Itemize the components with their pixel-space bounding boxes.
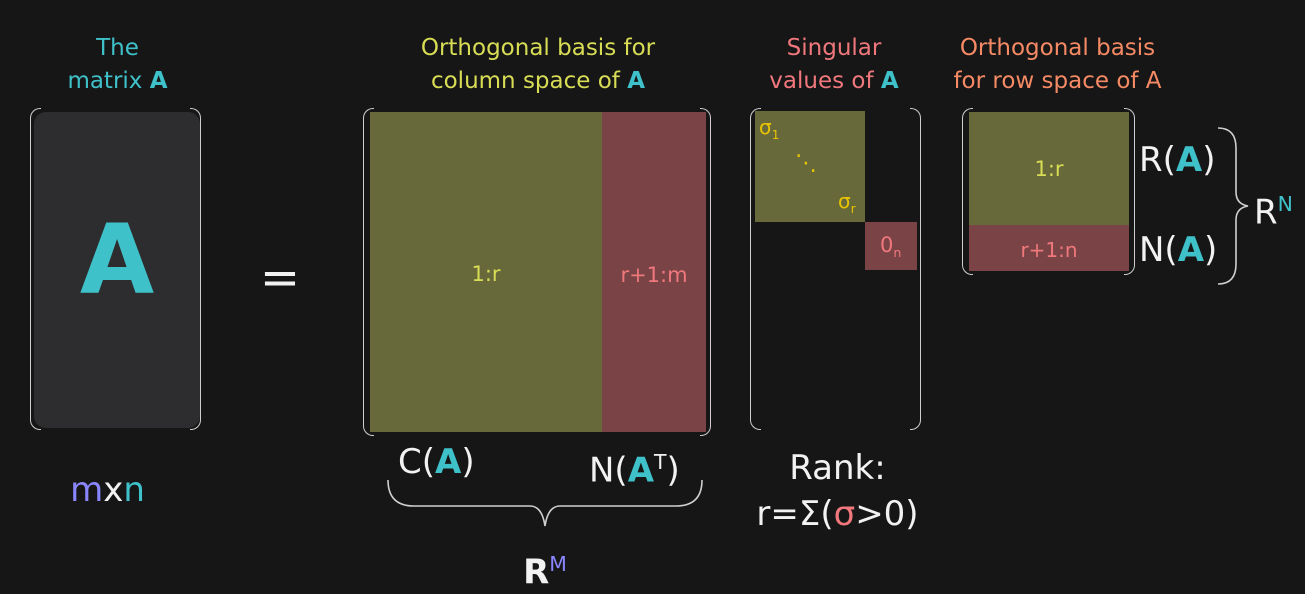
rank-label: Rank: [789,448,886,488]
sigma-r-label: σr [838,189,856,216]
v-row-space-label: R(A) [1139,140,1216,180]
u-column-space-block [370,112,602,432]
sigma-nonzero-block [755,111,865,222]
matrix-a-symbol: A [79,204,155,316]
v-matrix-title: Orthogonal basis for row space of A [935,32,1180,98]
v-block2-label: r+1:n [1020,238,1078,262]
u-title-line1: Orthogonal basis for [420,35,656,61]
v-title-line2: for row space of A [953,68,1162,94]
v-block1-label: 1:r [1034,157,1064,181]
v-null-space-block [969,225,1129,271]
u-block2-label: r+1:m [620,263,688,287]
sigma-zero-block [865,222,917,270]
v-title-line1: Orthogonal basis [959,35,1156,61]
rank-formula: r=Σ(σ>0) [756,494,919,534]
matrix-a-title: The matrix A [55,32,180,98]
equals-sign: = [259,250,301,306]
sigma-title: Singular values of A [760,32,908,98]
sigma-title-line1: Singular [786,35,882,61]
sigma-title-line2: values of A [769,68,899,94]
v-ambient-space-label: RN [1254,192,1293,233]
u-underbrace [387,479,703,527]
matrix-dimensions: mxn [70,470,145,510]
sigma-1-label: σ1 [759,115,780,142]
u-left-null-space-label: N(AT) [589,450,680,491]
u-matrix-title: Orthogonal basis for column space of A [380,32,696,98]
matrix-a-box [34,112,200,428]
u-left-null-space-block [602,112,706,432]
u-block1-label: 1:r [471,262,501,286]
matrix-a-title-line1: The [96,35,139,61]
v-right-brace [1217,127,1249,285]
v-null-space-label: N(A) [1139,230,1218,270]
sigma-diagonal-dots: ⋱ [795,151,817,176]
sigma-zero-label: 0n [880,233,902,261]
v-row-space-block [969,112,1129,225]
u-ambient-space-label: RM [523,552,567,593]
u-column-space-label: C(A) [398,442,475,482]
matrix-a-title-line2: matrix A [67,68,168,94]
u-title-line2: column space of A [430,68,646,94]
